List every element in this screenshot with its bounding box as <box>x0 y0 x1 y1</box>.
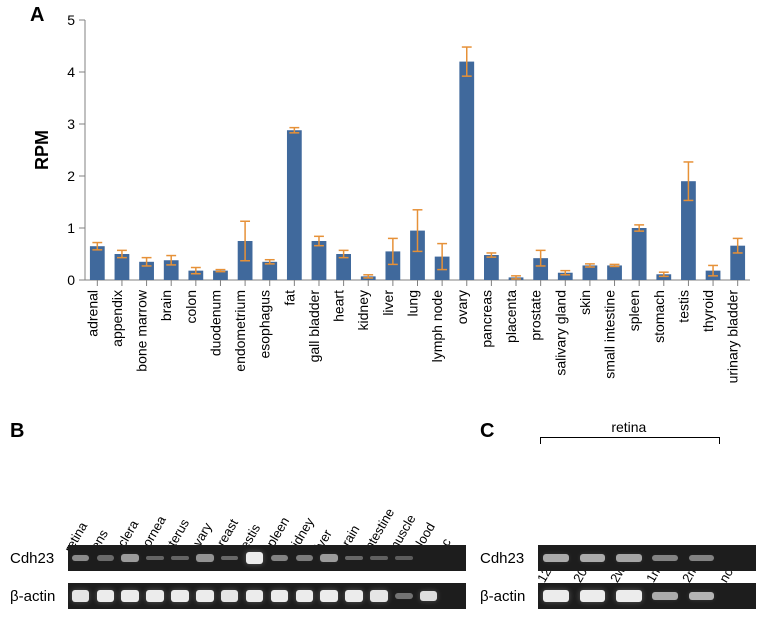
gel-row-label: β-actin <box>480 588 525 605</box>
gel-row-label: Cdh23 <box>10 550 54 567</box>
gel-band <box>370 590 387 601</box>
svg-text:brain: brain <box>158 290 174 321</box>
svg-text:liver: liver <box>380 290 396 316</box>
svg-text:spleen: spleen <box>626 290 642 331</box>
gel-panel-b: retinalensscleracorneauterusovarybreastt… <box>10 430 470 625</box>
group-label: retina <box>538 419 720 435</box>
gel-band <box>395 556 412 560</box>
svg-text:3: 3 <box>67 116 75 132</box>
svg-text:skin: skin <box>577 290 593 315</box>
svg-text:0: 0 <box>67 272 75 288</box>
gel-band <box>171 590 188 602</box>
svg-text:ovary: ovary <box>454 290 470 324</box>
svg-text:bone marrow: bone marrow <box>134 289 150 372</box>
gel-row-label: β-actin <box>10 588 55 605</box>
svg-text:salivary gland: salivary gland <box>552 290 568 376</box>
gel-band <box>196 554 213 561</box>
gel-band <box>171 556 188 561</box>
gel-band <box>420 591 437 602</box>
svg-text:adrenal: adrenal <box>84 290 100 337</box>
gel-band <box>543 554 568 562</box>
svg-text:1: 1 <box>67 220 75 236</box>
gel-band <box>97 555 114 560</box>
svg-text:lymph node: lymph node <box>429 290 445 363</box>
gel-band <box>72 590 89 601</box>
svg-text:lung: lung <box>405 290 421 316</box>
gel-band <box>271 555 288 561</box>
svg-text:fat: fat <box>281 290 297 306</box>
svg-text:5: 5 <box>67 12 75 28</box>
gel-band <box>221 590 238 601</box>
gel-band <box>221 556 238 561</box>
gel-band <box>395 593 412 599</box>
svg-text:colon: colon <box>183 290 199 323</box>
gel-band <box>246 552 263 564</box>
svg-text:esophagus: esophagus <box>257 290 273 359</box>
gel-band <box>121 554 138 562</box>
gel-band <box>689 592 714 601</box>
svg-text:prostate: prostate <box>528 290 544 341</box>
svg-text:RPM: RPM <box>32 130 52 170</box>
svg-text:heart: heart <box>331 290 347 322</box>
gel-band <box>271 590 288 602</box>
svg-text:pancreas: pancreas <box>478 290 494 348</box>
gel-band <box>345 590 362 602</box>
gel-row <box>68 583 466 609</box>
svg-text:placenta: placenta <box>503 290 519 343</box>
gel-row <box>68 545 466 571</box>
gel-band <box>580 554 605 562</box>
svg-text:stomach: stomach <box>651 290 667 343</box>
gel-band <box>345 556 362 561</box>
gel-band <box>320 590 337 602</box>
gel-band <box>246 590 263 602</box>
gel-band <box>370 556 387 561</box>
gel-row <box>538 545 756 571</box>
gel-band <box>296 590 313 602</box>
gel-band <box>296 555 313 561</box>
gel-band <box>543 590 568 602</box>
gel-band <box>652 555 677 561</box>
gel-band <box>97 590 114 602</box>
gel-band <box>616 554 641 562</box>
svg-text:4: 4 <box>67 64 75 80</box>
gel-band <box>689 555 714 561</box>
gel-band <box>121 590 138 602</box>
gel-band <box>320 554 337 562</box>
gel-band <box>580 590 605 602</box>
svg-text:endometrium: endometrium <box>232 290 248 372</box>
gel-band <box>146 556 163 561</box>
gel-band <box>616 590 641 602</box>
gel-panel-c: 12d20d2w1m2mncretinaCdh23β-actin <box>480 430 760 625</box>
svg-text:2: 2 <box>67 168 75 184</box>
gel-row <box>538 583 756 609</box>
rpm-bar-chart: 0 1 2 3 4 5 RPM adrenal appendix bone marrow brain… <box>30 10 760 410</box>
gel-band <box>146 590 163 602</box>
gel-row-label: Cdh23 <box>480 550 524 567</box>
svg-text:kidney: kidney <box>355 290 371 330</box>
svg-text:gall bladder: gall bladder <box>306 290 322 363</box>
svg-text:appendix: appendix <box>109 290 125 347</box>
svg-text:testis: testis <box>675 290 691 323</box>
svg-text:small intestine: small intestine <box>602 290 618 379</box>
svg-text:urinary bladder: urinary bladder <box>725 290 741 384</box>
gel-band <box>652 592 677 600</box>
svg-text:duodenum: duodenum <box>207 290 223 356</box>
svg-text:thyroid: thyroid <box>700 290 716 332</box>
gel-band <box>196 590 213 602</box>
gel-band <box>72 555 89 562</box>
